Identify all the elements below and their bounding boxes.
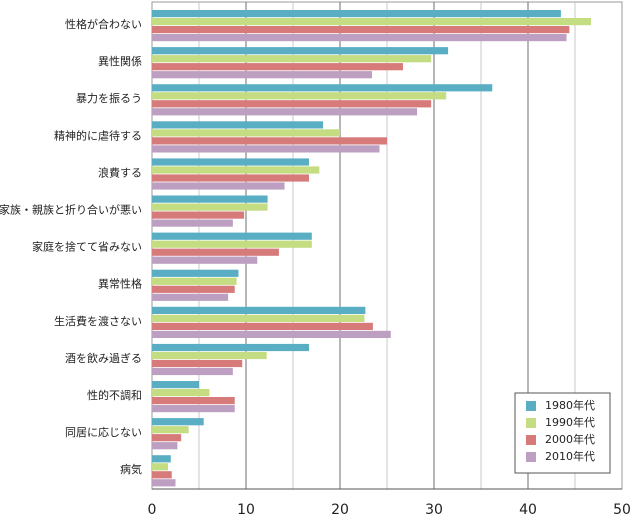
- legend-label: 1990年代: [545, 415, 595, 429]
- category-label: 異性関係: [98, 54, 142, 68]
- legend-swatch: [526, 452, 536, 462]
- legend-swatch: [526, 401, 536, 411]
- bar-3-4: [152, 108, 418, 116]
- legend-label: 2010年代: [545, 449, 595, 463]
- bar-12-2: [152, 426, 189, 434]
- bar-1-4: [152, 34, 567, 42]
- bar-1-3: [152, 26, 570, 34]
- bar-4-1: [152, 121, 324, 129]
- bar-13-3: [152, 471, 172, 479]
- bars: [152, 10, 591, 487]
- bar-3-1: [152, 84, 493, 92]
- bar-5-1: [152, 158, 309, 166]
- legend: 1980年代 1990年代 2000年代 2010年代: [514, 392, 611, 474]
- bar-2-3: [152, 63, 403, 71]
- bar-7-2: [152, 240, 312, 248]
- bar-4-3: [152, 137, 387, 145]
- bar-9-3: [152, 322, 373, 330]
- x-tick-label: 50: [613, 502, 631, 518]
- bar-7-4: [152, 256, 258, 264]
- bar-7-3: [152, 248, 279, 256]
- category-label: 性格が合わない: [65, 17, 142, 31]
- bar-6-3: [152, 211, 245, 219]
- bar-11-4: [152, 405, 235, 413]
- bar-11-1: [152, 381, 199, 389]
- x-tick-label: 40: [519, 502, 537, 518]
- bar-6-1: [152, 195, 268, 203]
- bar-5-2: [152, 166, 320, 174]
- bar-13-4: [152, 479, 176, 487]
- legend-swatch: [526, 435, 536, 445]
- category-label: 浪費する: [98, 165, 142, 179]
- bar-10-2: [152, 351, 267, 360]
- category-label: 病気: [120, 462, 142, 476]
- bar-13-2: [152, 463, 168, 471]
- category-label: 家庭を捨てて省みない: [32, 240, 142, 254]
- bar-2-1: [152, 47, 449, 55]
- bar-4-2: [152, 129, 340, 137]
- x-tick-label: 10: [237, 502, 255, 518]
- bar-8-3: [152, 285, 235, 293]
- bar-5-3: [152, 174, 309, 182]
- bar-10-3: [152, 359, 243, 368]
- x-tick-label: 20: [331, 502, 349, 518]
- bar-10-1: [152, 343, 309, 352]
- bar-8-1: [152, 269, 239, 277]
- category-label: 同居に応じない: [65, 425, 142, 439]
- bar-5-4: [152, 182, 285, 190]
- bar-12-4: [152, 442, 178, 450]
- bar-7-1: [152, 232, 312, 240]
- bar-3-3: [152, 100, 432, 108]
- category-label: 酒を飲み過ぎる: [65, 351, 142, 365]
- bar-6-4: [152, 219, 233, 227]
- category-labels: 性格が合わない異性関係暴力を振るう精神的に虐待する浪費する家族・親族と折り合いが…: [0, 17, 142, 476]
- category-label: 家族・親族と折り合いが悪い: [0, 203, 142, 217]
- category-label: 性的不調和: [87, 388, 142, 402]
- x-tick-label: 0: [148, 502, 157, 518]
- legend-swatch: [526, 418, 536, 428]
- bar-12-1: [152, 418, 204, 426]
- bar-13-1: [152, 455, 171, 463]
- bar-11-2: [152, 389, 210, 397]
- bar-10-4: [152, 367, 233, 376]
- bar-12-3: [152, 434, 182, 442]
- bar-9-2: [152, 314, 365, 322]
- bar-2-4: [152, 71, 372, 79]
- bar-11-3: [152, 397, 235, 405]
- category-label: 異常性格: [98, 277, 142, 291]
- legend-label: 2000年代: [545, 432, 595, 446]
- bar-3-2: [152, 92, 447, 100]
- bar-8-4: [152, 293, 229, 301]
- category-label: 暴力を振るう: [76, 91, 142, 105]
- category-label: 精神的に虐待する: [54, 128, 142, 142]
- category-label: 生活費を渡さない: [54, 314, 142, 328]
- bar-9-4: [152, 330, 391, 338]
- bar-1-1: [152, 10, 561, 18]
- legend-label: 1980年代: [545, 398, 595, 412]
- bar-9-1: [152, 306, 366, 314]
- bar-8-2: [152, 277, 237, 285]
- bar-2-2: [152, 55, 432, 63]
- x-tick-label: 30: [425, 502, 443, 518]
- bar-4-4: [152, 145, 380, 153]
- bar-1-2: [152, 18, 591, 26]
- x-tick-labels: 0 10 20 30 40 50: [148, 502, 631, 518]
- bar-6-2: [152, 203, 268, 211]
